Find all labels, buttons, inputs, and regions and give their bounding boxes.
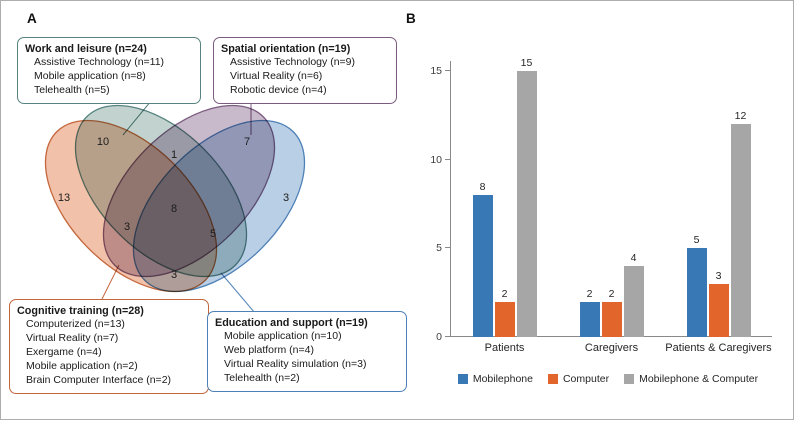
- bar-computer: [494, 301, 515, 337]
- venn-set-item: Brain Computer Interface (n=2): [26, 373, 172, 386]
- venn-set-item: Assistive Technology (n=9): [230, 56, 355, 69]
- venn-set-item: Virtual Reality (n=6): [230, 70, 323, 83]
- bar-group: 2 2 4 Caregivers: [579, 252, 644, 354]
- venn-count-spatial-only: 7: [244, 136, 250, 148]
- y-tick-mark: [445, 247, 450, 249]
- y-tick-mark: [445, 336, 450, 337]
- panel-a-label: A: [27, 11, 37, 26]
- bar-value-label: 8: [479, 181, 486, 194]
- bar-mobilephone-computer: [516, 71, 537, 337]
- venn-set-item: Computerized (n=13): [26, 318, 125, 331]
- legend-swatch: [624, 374, 635, 384]
- venn-set-item: Telehealth (n=5): [34, 83, 110, 96]
- bar-mobilephone: [579, 301, 600, 337]
- bar-group: 8 2 15 Patients: [472, 57, 537, 354]
- bar-mobilephone: [472, 195, 493, 337]
- venn-set-item: Virtual Reality (n=7): [26, 332, 119, 345]
- venn-ellipse-education-and-support: [132, 119, 306, 293]
- bar-groups: 8 2 15 Patients 2 2 4 Caregivers 5 3 12 Patients & …: [451, 57, 772, 354]
- venn-set-item: Web platform (n=4): [224, 344, 314, 357]
- bar-value-label: 3: [715, 269, 722, 282]
- venn-count-all-four: 8: [171, 203, 177, 215]
- y-axis-line: [450, 61, 451, 337]
- bar-value-label: 2: [608, 287, 615, 300]
- bar-computer: [708, 283, 729, 337]
- venn-label-box-education-and-support: Education and support (n=19) Mobile appl…: [207, 311, 407, 392]
- bar-value-label: 12: [734, 110, 747, 123]
- panel-b-label: B: [406, 11, 416, 26]
- category-label: Caregivers: [584, 342, 639, 354]
- venn-set-item: Virtual Reality simulation (n=3): [224, 357, 367, 370]
- venn-label-box-cognitive-training: Cognitive training (n=28) Computerized (…: [9, 299, 209, 394]
- bar-value-label: 5: [693, 234, 700, 247]
- venn-set-item: Robotic device (n=4): [230, 83, 327, 96]
- venn-set-title: Education and support (n=19): [215, 317, 368, 329]
- category-label: Patients: [484, 342, 525, 354]
- bar-value-label: 2: [501, 287, 508, 300]
- legend-label: Computer: [562, 373, 610, 385]
- legend-label: Mobilephone: [472, 373, 533, 385]
- bar-chart-plot: 8 2 15 Patients 2 2 4 Caregivers 5 3 12 Patients & …: [430, 57, 772, 354]
- legend-item: Mobilephone & Computer: [624, 373, 758, 385]
- venn-count-work-spatial: 1: [171, 149, 177, 161]
- venn-count-education-only: 3: [283, 192, 289, 204]
- legend-item: Mobilephone: [457, 373, 533, 385]
- bar-computer: [601, 301, 622, 337]
- venn-set-item: Mobile application (n=8): [34, 70, 146, 83]
- venn-set-item: Assistive Technology (n=11): [34, 56, 165, 69]
- venn-set-title: Spatial orientation (n=19): [221, 43, 351, 55]
- legend-label: Mobilephone & Computer: [639, 373, 759, 385]
- bar-value-label: 4: [630, 252, 637, 265]
- y-tick-label: 15: [430, 65, 442, 77]
- bar-mobilephone-computer: [730, 124, 751, 337]
- venn-count-bottom-mid: 3: [171, 269, 177, 281]
- legend-item: Computer: [547, 373, 610, 385]
- venn-label-box-work-and-leisure: Work and leisure (n=24) Assistive Techno…: [17, 37, 201, 104]
- venn-set-item: Mobile application (n=10): [224, 330, 342, 343]
- venn-label-box-spatial-orientation: Spatial orientation (n=19) Assistive Tec…: [213, 37, 397, 104]
- venn-count-left-mid: 3: [124, 221, 130, 233]
- category-label: Patients & Caregivers: [665, 342, 772, 354]
- panel-b-bar-chart: B 8 2 15 Patients 2 2 4 Caregivers 5 3 12 Patients …: [398, 1, 794, 421]
- y-tick-mark: [445, 70, 450, 71]
- connector-education-and-support: [220, 272, 256, 314]
- bar-group: 5 3 12 Patients & Caregivers: [665, 110, 771, 354]
- venn-diagram: 10 7 13 3 1 8 3 5 3: [44, 100, 306, 314]
- panel-a-venn: A 10 7 13 3 1 8 3 5 3 Work and leisure (…: [1, 1, 407, 421]
- venn-set-title: Cognitive training (n=28): [17, 305, 144, 317]
- bar-mobilephone: [686, 248, 707, 337]
- venn-count-work-only: 10: [97, 136, 109, 148]
- venn-set-item: Telehealth (n=2): [224, 371, 300, 384]
- y-tick-label: 5: [436, 242, 442, 255]
- venn-set-title: Work and leisure (n=24): [25, 43, 147, 55]
- legend-swatch: [457, 374, 468, 384]
- bar-value-label: 2: [586, 287, 593, 300]
- venn-count-right-mid: 5: [210, 228, 216, 240]
- venn-set-item: Mobile application (n=2): [26, 359, 138, 372]
- y-tick-mark: [445, 158, 450, 160]
- venn-count-cognitive-only: 13: [58, 192, 70, 204]
- venn-set-item: Exergame (n=4): [26, 345, 102, 358]
- y-tick-label: 0: [436, 331, 442, 343]
- bar-mobilephone-computer: [623, 266, 644, 337]
- y-tick-label: 10: [430, 153, 442, 166]
- legend-swatch: [547, 374, 558, 384]
- bar-value-label: 15: [520, 57, 533, 69]
- chart-legend: Mobilephone Computer Mobilephone & Compute…: [434, 373, 782, 385]
